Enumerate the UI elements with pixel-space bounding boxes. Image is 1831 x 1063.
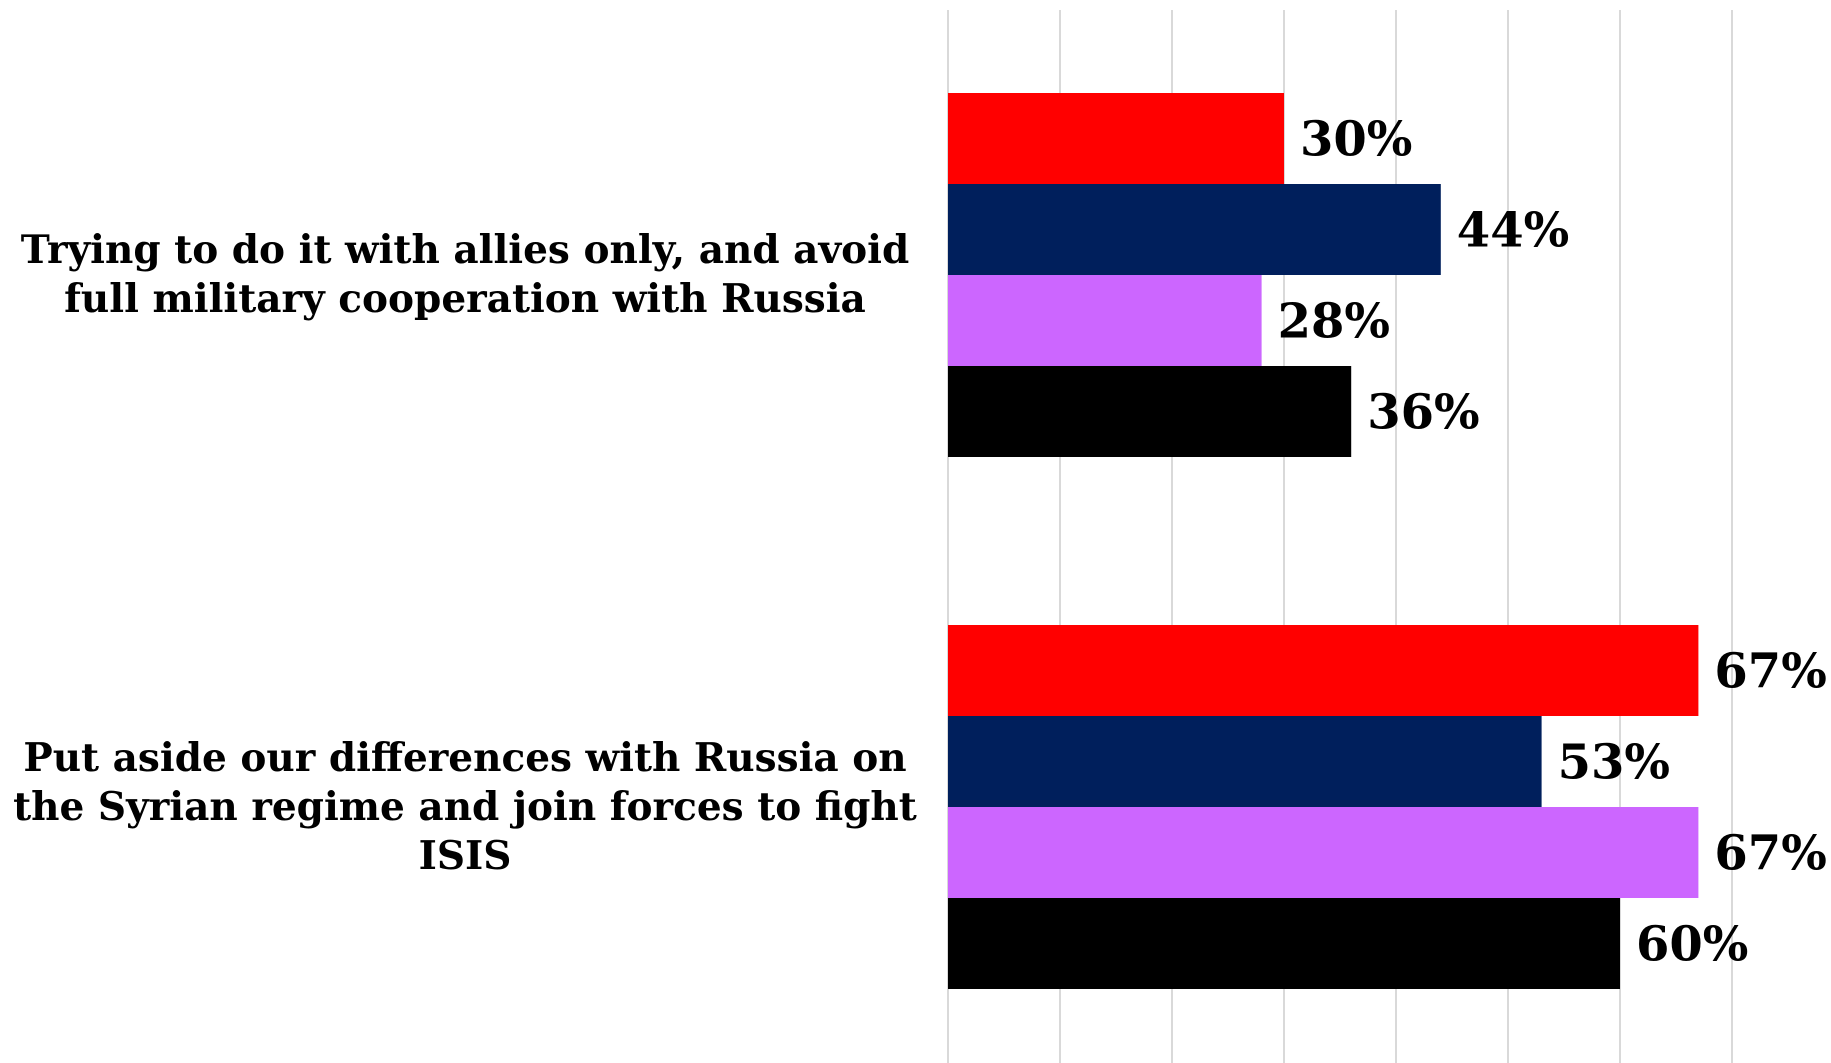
data-label-series-1-category-1: 30% [1300, 112, 1412, 168]
bar-series-1-category-1 [948, 93, 1284, 184]
data-labels: 30% 44% 28% 36% 67% 53% 67% 60% [1278, 112, 1827, 973]
category-label-join-forces: Put aside our differences with Russia on… [13, 734, 917, 879]
data-label-series-2-category-1: 44% [1457, 203, 1569, 259]
data-label-series-2-category-2: 53% [1558, 735, 1670, 791]
data-label-series-3-category-2: 67% [1714, 826, 1826, 882]
bars [948, 93, 1699, 989]
bar-series-3-category-2 [948, 807, 1699, 898]
data-label-series-4-category-2: 60% [1636, 917, 1748, 973]
bar-series-3-category-1 [948, 275, 1262, 366]
category-label-allies-only: Trying to do it with allies only, and av… [20, 227, 910, 322]
data-label-series-1-category-2: 67% [1714, 644, 1826, 700]
bar-series-1-category-2 [948, 625, 1699, 716]
bar-series-2-category-1 [948, 184, 1441, 275]
bar-series-4-category-1 [948, 366, 1352, 457]
data-label-series-3-category-1: 28% [1278, 294, 1390, 350]
data-label-series-4-category-1: 36% [1367, 385, 1479, 441]
bar-series-2-category-2 [948, 716, 1542, 807]
bar-series-4-category-2 [948, 898, 1620, 989]
